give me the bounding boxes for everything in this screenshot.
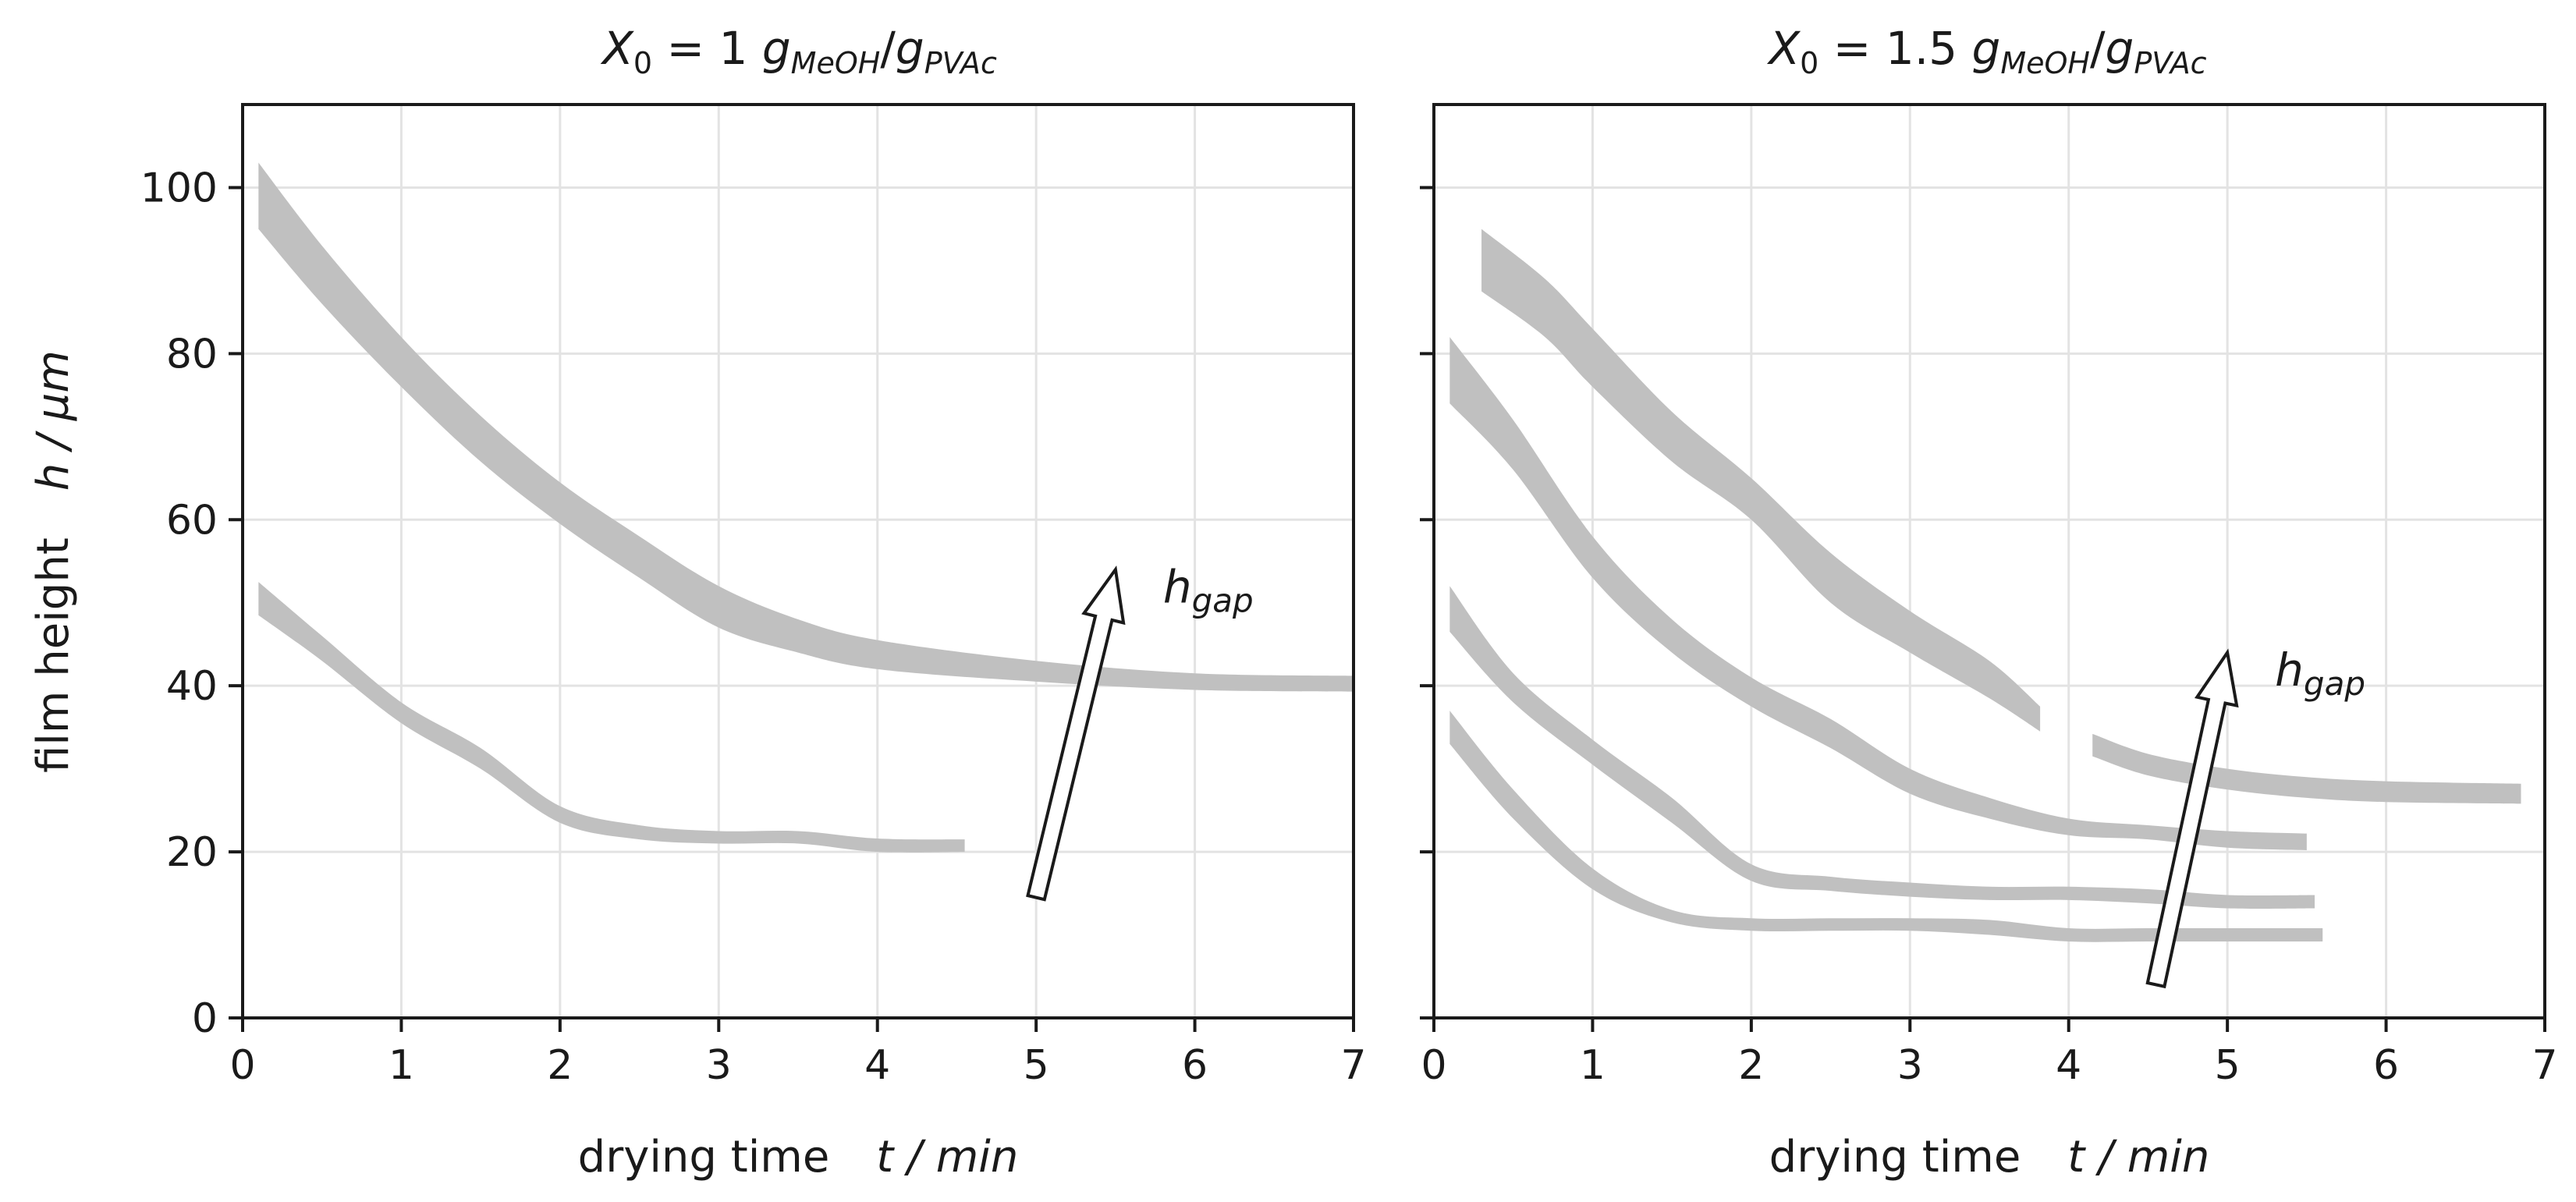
y-tick-label: 20 — [166, 829, 218, 876]
left-hgap-annotation: hgap — [1026, 561, 1254, 902]
left-hgap-arrow — [1026, 565, 1126, 902]
left-hgap-label: hgap — [1163, 561, 1254, 620]
y-tick-label: 80 — [166, 331, 218, 378]
x-tick-label: 0 — [1421, 1042, 1446, 1089]
x-tick-label: 5 — [2215, 1042, 2241, 1089]
left-ticks: 0 1 2 3 4 5 6 7 0 20 40 60 80 100 — [140, 165, 1367, 1089]
band-top-left — [1481, 229, 2041, 732]
right-bands — [1449, 229, 2521, 942]
x-tick-label: 7 — [2532, 1042, 2557, 1089]
x-tick-label: 7 — [1340, 1042, 1366, 1089]
x-tick-label: 4 — [864, 1042, 890, 1089]
band-lower — [258, 582, 965, 853]
x-tick-label: 2 — [547, 1042, 573, 1089]
x-tick-label: 4 — [2056, 1042, 2081, 1089]
left-frame — [241, 103, 1355, 1019]
left-panel: X0 = 1 gMeOH/gPVAc 0 1 2 3 4 5 6 7020406080100 … — [28, 22, 1367, 1182]
left-panel-title: X0 = 1 gMeOH/gPVAc — [600, 22, 997, 80]
x-tick-label: 0 — [229, 1042, 255, 1089]
x-tick-label: 5 — [1024, 1042, 1049, 1089]
left-x-axis-label: drying time t / min — [578, 1132, 1019, 1182]
x-tick-label: 6 — [1182, 1042, 1208, 1089]
right-hgap-annotation: hgap — [2145, 644, 2365, 989]
right-panel: X0 = 1.5 gMeOH/gPVAc 0 1 2 3 4 5 6 7 hgap dryin… — [1420, 22, 2558, 1182]
y-tick-label: 0 — [192, 995, 218, 1042]
left-grid — [243, 105, 1354, 1018]
right-hgap-label: hgap — [2275, 644, 2365, 703]
left-bands — [258, 162, 1354, 853]
band-second — [1449, 337, 2307, 850]
band-upper — [258, 162, 1354, 692]
right-grid — [1434, 105, 2545, 1018]
x-tick-label: 1 — [389, 1042, 414, 1089]
y-tick-label: 100 — [140, 165, 218, 211]
x-tick-label: 6 — [2373, 1042, 2399, 1089]
y-tick-label: 40 — [166, 663, 218, 710]
x-tick-label: 3 — [706, 1042, 732, 1089]
band-top-right — [2092, 733, 2521, 804]
y-tick-label: 60 — [166, 497, 218, 544]
right-panel-title: X0 = 1.5 gMeOH/gPVAc — [1766, 22, 2206, 80]
right-ticks: 0 1 2 3 4 5 6 7 — [1420, 186, 2558, 1089]
x-tick-label: 2 — [1738, 1042, 1764, 1089]
right-frame — [1432, 103, 2546, 1019]
right-x-axis-label: drying time t / min — [1769, 1132, 2210, 1182]
x-tick-label: 1 — [1580, 1042, 1606, 1089]
right-hgap-arrow — [2145, 648, 2239, 989]
y-axis-label: film heighth / µm — [28, 350, 79, 773]
x-tick-label: 3 — [1897, 1042, 1923, 1089]
